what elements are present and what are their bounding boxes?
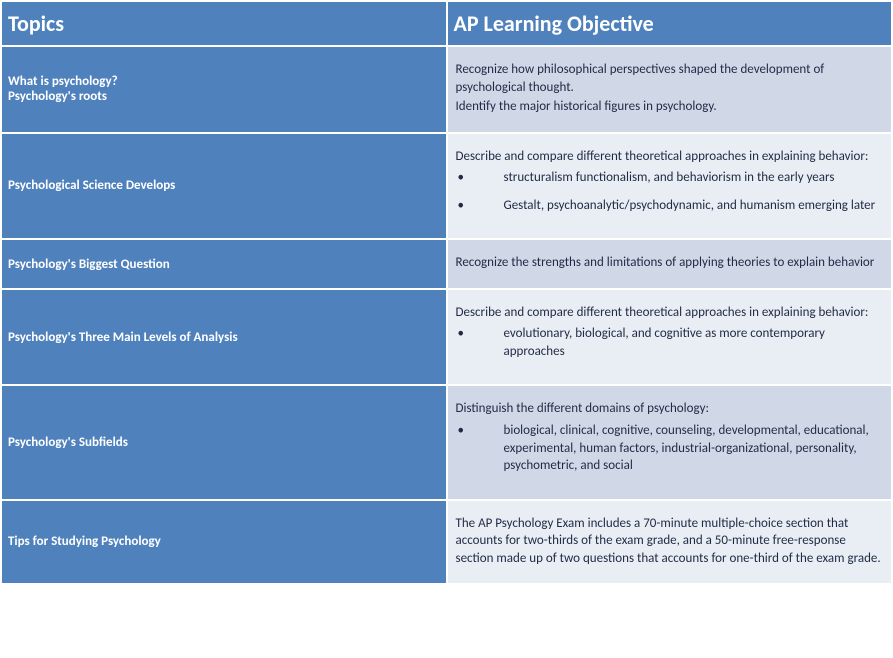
col-header-objective: AP Learning Objective [447,1,893,46]
table-row: Psychology's Three Main Levels of Analys… [1,289,892,386]
objective-text: Distinguish the different domains of psy… [456,400,884,418]
topic-text: What is psychology? [8,74,440,89]
objective-bullet: structuralism functionalism, and behavio… [456,169,884,187]
topic-text: Psychology's Biggest Question [8,257,440,272]
topic-text: Psychology's Subfields [8,435,440,450]
objective-bullets: evolutionary, biological, and cognitive … [456,325,884,360]
topic-cell: Psychology's Three Main Levels of Analys… [1,289,447,386]
col-header-topics: Topics [1,1,447,46]
objective-cell: Recognize the strengths and limitations … [447,239,893,289]
objective-cell: Recognize how philosophical perspectives… [447,46,893,133]
objective-bullet: evolutionary, biological, and cognitive … [456,325,884,360]
objective-bullets: structuralism functionalism, and behavio… [456,169,884,214]
table-row: Psychology's Biggest Question Recognize t… [1,239,892,289]
objective-text: Recognize how philosophical perspectives… [456,61,884,96]
objective-text: Describe and compare different theoretic… [456,304,884,322]
objective-text: Recognize the strengths and limitations … [456,254,884,272]
table-row: What is psychology?Psychology's roots Rec… [1,46,892,133]
topic-text: Psychology's Three Main Levels of Analys… [8,330,440,345]
objective-bullets: biological, clinical, cognitive, counsel… [456,422,884,475]
topic-text: Psychology's roots [8,89,440,104]
objectives-table: Topics AP Learning Objective What is psy… [0,0,893,585]
topic-cell: Psychological Science Develops [1,133,447,240]
objective-text: Identify the major historical figures in… [456,98,884,116]
objective-cell: Describe and compare different theoretic… [447,289,893,386]
topic-cell: What is psychology?Psychology's roots [1,46,447,133]
objective-cell: The AP Psychology Exam includes a 70-min… [447,500,893,585]
objective-text: Describe and compare different theoretic… [456,148,884,166]
objective-cell: Distinguish the different domains of psy… [447,385,893,499]
objective-bullet: Gestalt, psychoanalytic/psychodynamic, a… [456,197,884,215]
topic-cell: Psychology's Biggest Question [1,239,447,289]
table-row: Tips for Studying Psychology The AP Psych… [1,500,892,585]
topic-cell: Psychology's Subfields [1,385,447,499]
objective-cell: Describe and compare different theoretic… [447,133,893,240]
table-row: Psychology's Subfields Distinguish the di… [1,385,892,499]
topic-cell: Tips for Studying Psychology [1,500,447,585]
objective-bullet: biological, clinical, cognitive, counsel… [456,422,884,475]
table-body: What is psychology?Psychology's roots Rec… [1,46,892,584]
topic-text: Psychological Science Develops [8,178,440,193]
topic-text: Tips for Studying Psychology [8,534,440,549]
header-row: Topics AP Learning Objective [1,1,892,46]
objective-text: The AP Psychology Exam includes a 70-min… [456,515,884,568]
table-row: Psychological Science Develops Describe a… [1,133,892,240]
